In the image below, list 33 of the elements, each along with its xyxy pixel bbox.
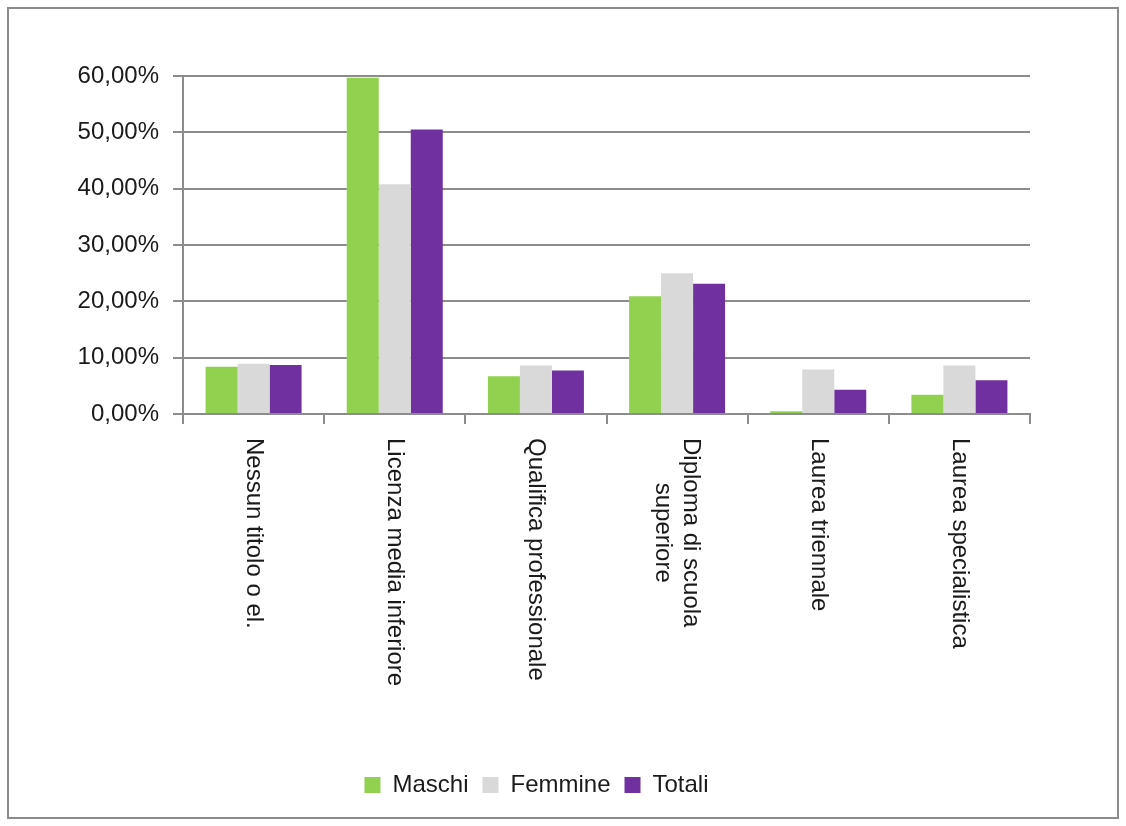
bar xyxy=(237,363,270,413)
bar xyxy=(943,365,976,413)
y-tick-label: 10,00% xyxy=(77,342,159,370)
legend-label: Femmine xyxy=(510,769,611,797)
y-tick-label: 0,00% xyxy=(90,398,159,426)
bar xyxy=(205,366,238,413)
bar xyxy=(802,369,835,413)
bar xyxy=(975,380,1008,413)
x-tick-label: Laurea specialistica xyxy=(947,437,975,650)
legend-label: Totali xyxy=(652,769,709,797)
bar xyxy=(693,283,726,413)
y-tick-label: 50,00% xyxy=(77,116,159,144)
bar xyxy=(551,370,584,413)
bar xyxy=(487,376,520,413)
x-tick-label: Laurea triennale xyxy=(806,438,834,612)
bar xyxy=(661,273,694,413)
bar xyxy=(519,365,552,413)
bar xyxy=(911,394,944,413)
bar xyxy=(629,296,662,413)
x-tick-label: Diploma di scuola superiore xyxy=(651,438,707,629)
bar xyxy=(834,389,867,413)
y-tick-label: 20,00% xyxy=(77,285,159,313)
bar xyxy=(378,184,411,413)
y-tick-label: 30,00% xyxy=(77,229,159,257)
legend-label: Maschi xyxy=(392,769,469,797)
x-tick-label: Qualifica professionale xyxy=(524,437,552,681)
y-tick-label: 40,00% xyxy=(77,173,159,201)
y-tick-label: 60,00% xyxy=(77,60,159,88)
bar xyxy=(269,364,302,413)
bar xyxy=(346,77,379,413)
x-tick-label: Licenza media inferiore xyxy=(383,438,411,687)
bar xyxy=(410,129,443,413)
x-tick-label: Nessun titolo o el. xyxy=(241,437,269,629)
